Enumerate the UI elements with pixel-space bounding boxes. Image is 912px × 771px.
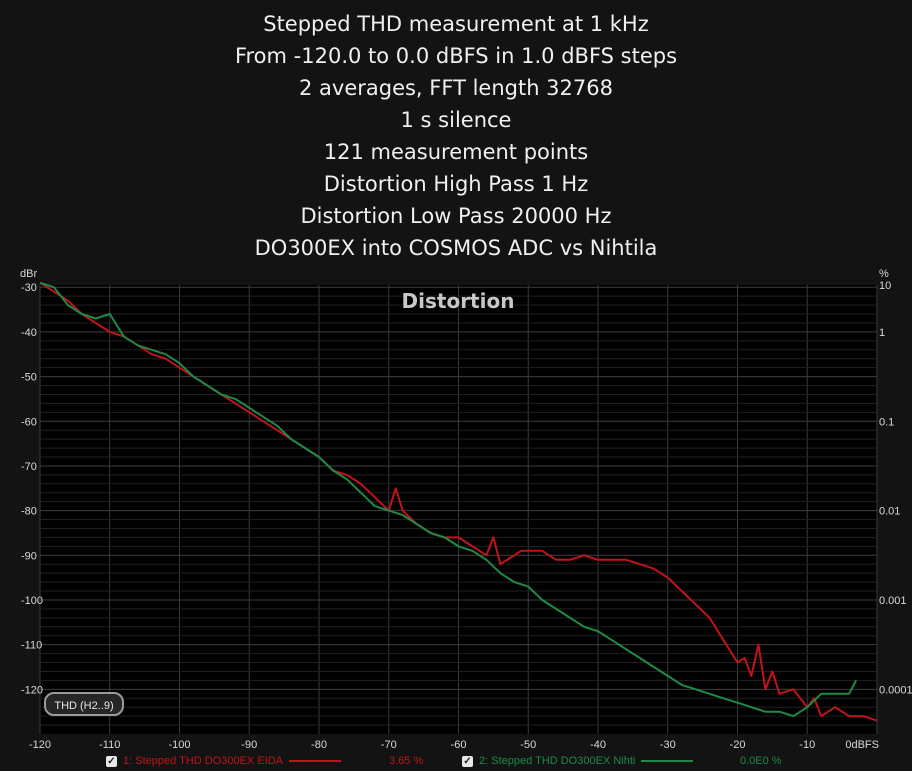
thd-selector-button[interactable]: THD (H2..9) [44,692,124,716]
legend-label: 2: Stepped THD DO300EX Nihti [479,755,636,767]
y2-tick-label: 10 [879,280,891,292]
x-tick-label: -40 [590,739,606,751]
x-tick-label: -60 [451,739,467,751]
x-tick-label: -120 [29,739,51,751]
x-tick-label: -100 [168,739,190,751]
legend-item-2[interactable]: ✓ 2: Stepped THD DO300EX Nihti [462,751,694,771]
checkbox-icon[interactable]: ✓ [106,755,117,767]
legend: ✓ 1: Stepped THD DO300EX EIDA 3.65 % ✓ 2… [0,751,912,771]
header-line: 121 measurement points [323,140,589,164]
x-tick-label: -50 [520,739,536,751]
header-line: 1 s silence [400,108,512,132]
series-line-2 [39,281,857,718]
legend-value: 0.0E0 % [740,755,782,767]
y-tick-label: -60 [21,416,37,428]
header-line: Distortion Low Pass 20000 Hz [300,204,612,228]
plot-title: Distortion [402,289,515,313]
y-tick-label: -40 [21,327,37,339]
legend-value: 3.65 % [389,755,424,767]
header-line: Stepped THD measurement at 1 kHz [263,12,649,36]
x-tick-label: -70 [381,739,397,751]
chart-header: Stepped THD measurement at 1 kHz From -1… [0,8,912,264]
y-tick-label: -90 [21,550,37,562]
y-tick-label: -70 [21,461,37,473]
header-line: 2 averages, FFT length 32768 [298,76,613,100]
y-axis-label: dBr [20,268,37,280]
y2-axis-label: % [879,268,889,280]
y-tick-label: -100 [21,595,43,607]
y2-tick-label: 0.001 [879,595,907,607]
x-tick-label: -30 [660,739,676,751]
legend-line-swatch [289,760,341,762]
y-tick-label: -30 [21,282,37,294]
axes: -120 -110 -100 -90 -80 -70 -60 -50 -40 -30 -20 -10 0… [21,280,912,751]
legend-label: 1: Stepped THD DO300EX EIDA [123,755,283,767]
x-tick-label: -110 [99,739,120,751]
y2-tick-label: 0.0001 [879,684,912,696]
x-tick-label: -90 [241,739,257,751]
distortion-chart: -120 -110 -100 -90 -80 -70 -60 -50 -40 -30 -20 -10 0… [20,268,912,751]
x-tick-label: -20 [730,739,746,751]
y-tick-label: -120 [21,684,43,696]
x-tick-label: 0dBFS [845,739,879,751]
legend-item-1[interactable]: ✓ 1: Stepped THD DO300EX EIDA [106,751,341,771]
y-tick-label: -80 [21,506,37,518]
x-tick-label: -10 [799,739,815,751]
series-layer [39,281,878,722]
x-tick-label: -80 [311,739,327,751]
checkbox-icon[interactable]: ✓ [462,755,473,767]
header-line: DO300EX into COSMOS ADC vs Nihtila [254,236,658,260]
y2-tick-label: 1 [879,327,885,339]
legend-line-swatch [641,760,694,762]
header-line: Distortion High Pass 1 Hz [323,172,589,196]
y2-tick-label: 0.01 [879,506,900,518]
header-line: From -120.0 to 0.0 dBFS in 1.0 dBFS step… [234,44,678,68]
y-tick-label: -110 [21,640,42,652]
y-tick-label: -50 [21,372,37,384]
grid [39,285,878,734]
y2-tick-label: 0.1 [879,416,894,428]
